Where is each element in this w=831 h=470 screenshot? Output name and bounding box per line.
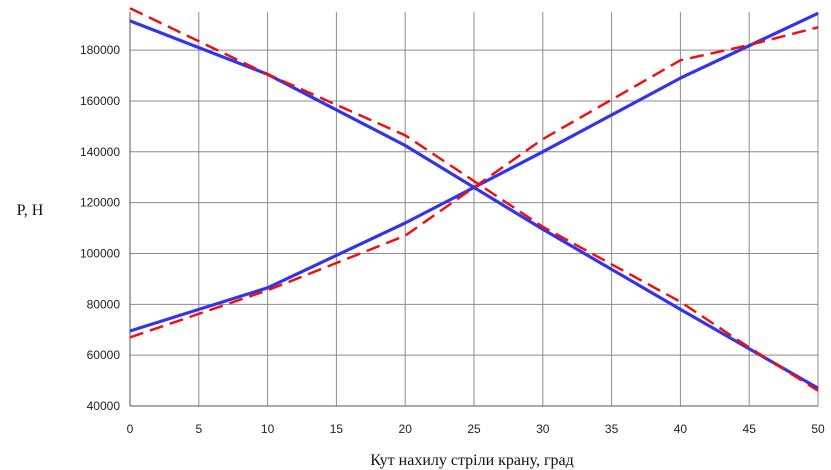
x-tick-label: 40: [674, 422, 688, 436]
y-axis-label: P, Н: [17, 202, 44, 219]
x-tick-label: 25: [467, 422, 481, 436]
x-tick-label: 15: [330, 422, 344, 436]
x-tick-label: 45: [743, 422, 757, 436]
series-group: [129, 7, 819, 392]
y-tick-label: 120000: [80, 196, 120, 210]
y-tick-label: 180000: [80, 43, 120, 57]
x-tick-label: 0: [127, 422, 134, 436]
series-line-3-dashed: [129, 7, 819, 392]
y-tick-label: 140000: [80, 145, 120, 159]
x-tick-label: 5: [195, 422, 202, 436]
x-tick-label: 50: [811, 422, 825, 436]
y-tick-label: 40000: [87, 399, 121, 413]
series-line-2-solid: [129, 11, 819, 333]
x-tick-label: 10: [261, 422, 275, 436]
x-axis-label: Кут нахилу стріли крану, град: [370, 452, 574, 469]
y-tick-label: 80000: [87, 297, 121, 311]
grid: [129, 12, 819, 407]
x-tick-label: 35: [605, 422, 619, 436]
y-tick-labels: 40000 60000 80000 100000 120000 140000 160000 1…: [80, 43, 120, 413]
x-tick-label: 20: [399, 422, 413, 436]
y-tick-label: 60000: [87, 348, 121, 362]
y-tick-label: 160000: [80, 94, 120, 108]
x-tick-labels: 0 5 10 15 20 25 30 35 40 45 50: [127, 422, 825, 436]
y-tick-label: 100000: [80, 246, 120, 260]
x-tick-label: 30: [536, 422, 550, 436]
